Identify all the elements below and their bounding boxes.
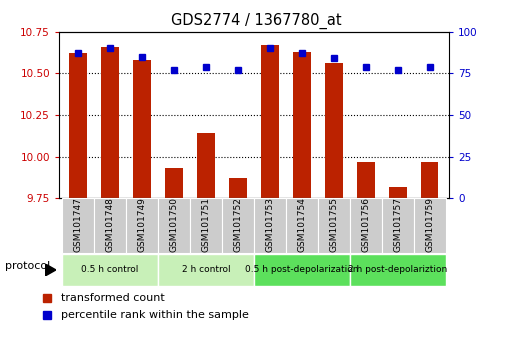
Text: 2 h control: 2 h control — [182, 266, 230, 274]
Bar — [133, 60, 151, 198]
Bar — [158, 254, 254, 286]
Text: GSM101747: GSM101747 — [74, 197, 83, 252]
Bar — [389, 187, 406, 198]
Text: GSM101752: GSM101752 — [233, 197, 243, 252]
Bar — [413, 198, 446, 253]
Bar — [357, 162, 374, 198]
Bar — [62, 198, 94, 253]
Text: GDS2774 / 1367780_at: GDS2774 / 1367780_at — [171, 12, 342, 29]
Bar — [190, 198, 222, 253]
Bar — [254, 198, 286, 253]
Bar — [229, 178, 247, 198]
Bar — [318, 198, 350, 253]
Bar — [254, 254, 350, 286]
Text: 2 h post-depolariztion: 2 h post-depolariztion — [348, 266, 447, 274]
Text: GSM101748: GSM101748 — [106, 197, 114, 252]
Text: protocol: protocol — [5, 261, 50, 272]
Text: GSM101759: GSM101759 — [425, 197, 434, 252]
Bar — [350, 254, 446, 286]
Text: GSM101750: GSM101750 — [169, 197, 179, 252]
Bar — [62, 254, 158, 286]
Text: GSM101757: GSM101757 — [393, 197, 402, 252]
Bar — [158, 198, 190, 253]
Bar — [350, 198, 382, 253]
Bar — [165, 168, 183, 198]
Bar — [286, 198, 318, 253]
Text: percentile rank within the sample: percentile rank within the sample — [61, 310, 249, 320]
Text: GSM101751: GSM101751 — [202, 197, 210, 252]
Bar — [102, 47, 119, 198]
Text: GSM101755: GSM101755 — [329, 197, 339, 252]
Bar — [69, 53, 87, 198]
Text: 0.5 h post-depolarization: 0.5 h post-depolarization — [245, 266, 359, 274]
Bar — [261, 45, 279, 198]
Bar — [222, 198, 254, 253]
Text: 0.5 h control: 0.5 h control — [82, 266, 139, 274]
Bar — [126, 198, 158, 253]
Bar — [94, 198, 126, 253]
Bar — [382, 198, 413, 253]
Polygon shape — [45, 263, 56, 276]
Bar — [293, 52, 311, 198]
Bar — [325, 63, 343, 198]
Bar — [421, 162, 439, 198]
Bar — [197, 133, 215, 198]
Text: GSM101753: GSM101753 — [265, 197, 274, 252]
Text: transformed count: transformed count — [61, 293, 165, 303]
Text: GSM101756: GSM101756 — [361, 197, 370, 252]
Text: GSM101754: GSM101754 — [298, 197, 306, 252]
Text: GSM101749: GSM101749 — [137, 197, 147, 252]
